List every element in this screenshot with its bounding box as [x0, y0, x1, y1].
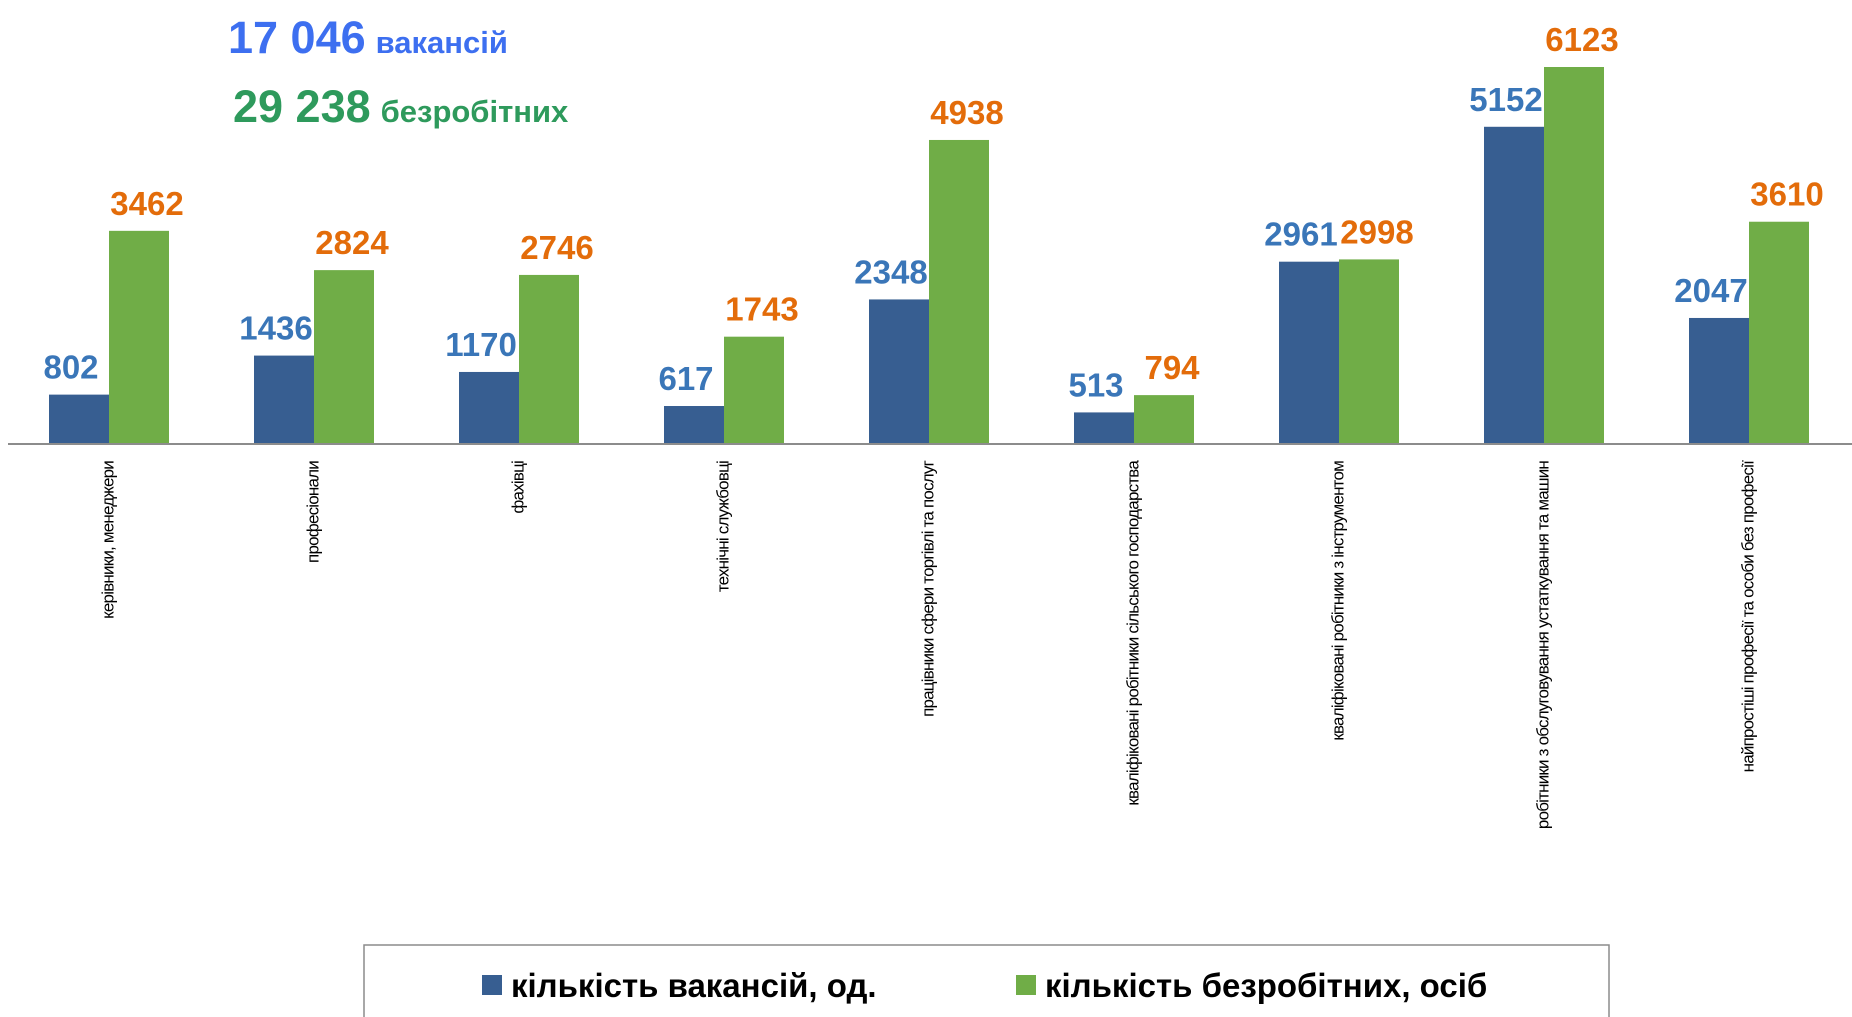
bar	[49, 394, 109, 444]
value-label: 5152	[1469, 81, 1542, 118]
value-label: 2824	[315, 224, 389, 261]
value-label: 2047	[1674, 272, 1747, 309]
bar	[664, 406, 724, 444]
x-tick-label: працівники сфери торгівлі та послуг	[918, 460, 937, 717]
value-label: 802	[43, 349, 98, 386]
bar	[109, 230, 169, 444]
value-label: 4938	[930, 94, 1003, 131]
value-label: 1743	[725, 291, 798, 328]
value-label: 1170	[445, 326, 517, 363]
value-label: 2348	[854, 253, 927, 290]
bar	[254, 355, 314, 444]
value-label: 794	[1144, 349, 1200, 386]
value-label: 513	[1068, 366, 1123, 403]
bar	[724, 336, 784, 444]
bar	[1134, 395, 1194, 444]
bar	[459, 371, 519, 444]
bar	[869, 299, 929, 444]
x-tick-label: кваліфіковані робітники сільського госпо…	[1123, 460, 1142, 806]
bar	[1689, 317, 1749, 444]
x-tick-label: найпростіші професії та особи без профес…	[1738, 460, 1757, 772]
bar	[1544, 67, 1604, 444]
value-label: 6123	[1545, 21, 1618, 58]
bar	[519, 274, 579, 444]
legend-swatch	[482, 975, 502, 995]
value-label: 1436	[239, 310, 312, 347]
headline-text: безробітних	[381, 94, 569, 129]
headline: 17 046 вакансій	[228, 12, 508, 63]
legend-label: кількість безробітних, осіб	[1045, 967, 1487, 1004]
bar	[1749, 221, 1809, 444]
bar	[314, 270, 374, 444]
x-tick-label: фахівці	[508, 461, 527, 514]
legend-swatch	[1016, 975, 1036, 995]
headline: 29 238 безробітних	[233, 81, 569, 132]
bar	[1484, 126, 1544, 445]
headline-number: 29 238	[233, 81, 371, 132]
legend-box	[363, 944, 1610, 1017]
headline-text: вакансій	[376, 25, 508, 60]
headline-number: 17 046	[228, 12, 366, 63]
value-label: 2998	[1340, 213, 1413, 250]
x-tick-label: професіонали	[303, 461, 322, 563]
bar	[929, 139, 989, 444]
bar	[1279, 261, 1339, 444]
bar	[1074, 412, 1134, 444]
value-label: 3610	[1750, 176, 1823, 213]
value-label: 2746	[520, 229, 593, 266]
x-tick-label: технічні службовці	[713, 461, 732, 592]
x-tick-label: робітники з обслуговування устаткування …	[1533, 461, 1552, 829]
legend-label: кількість вакансій, од.	[511, 967, 877, 1004]
value-label: 2961	[1264, 216, 1337, 253]
x-tick-label: керівники, менеджери	[98, 461, 117, 619]
value-label: 617	[658, 360, 713, 397]
bar	[1339, 259, 1399, 444]
x-tick-label: кваліфіковані робітники з інструментом	[1328, 461, 1347, 741]
value-label: 3462	[110, 185, 183, 222]
